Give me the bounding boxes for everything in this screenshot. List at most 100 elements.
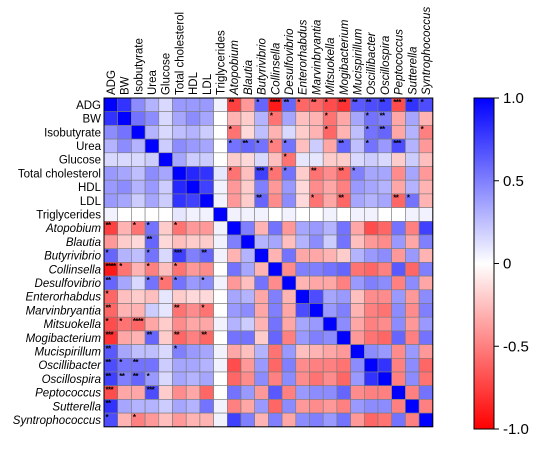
heatmap-cell — [377, 152, 392, 167]
heatmap-cell — [185, 262, 201, 277]
heatmap-cell — [363, 289, 379, 304]
heatmap-cell — [158, 166, 173, 181]
row-label: Glucose — [59, 155, 101, 167]
heatmap-cell — [158, 221, 173, 236]
heatmap-cell — [117, 248, 132, 263]
heatmap-cell — [363, 399, 379, 414]
row-label: Syntrophococcus — [13, 415, 101, 427]
heatmap-cell — [199, 344, 214, 359]
heatmap-cell — [377, 234, 392, 249]
heatmap-cell — [144, 207, 160, 222]
heatmap-cell — [172, 97, 187, 112]
significance-mark: ** — [380, 98, 387, 107]
heatmap-cell — [350, 138, 365, 154]
heatmap-cell — [363, 166, 379, 181]
heatmap-cell — [254, 152, 269, 167]
heatmap-cell — [309, 344, 324, 359]
significance-mark: * — [284, 153, 288, 162]
heatmap-cell — [254, 179, 269, 195]
heatmap-cell — [418, 248, 434, 263]
heatmap-cell — [199, 289, 214, 304]
heatmap-cell — [405, 125, 420, 140]
heatmap-cell — [418, 152, 434, 167]
heatmap-cell — [131, 125, 146, 140]
heatmap-cell — [144, 152, 160, 167]
heatmap-cell — [391, 179, 406, 195]
heatmap-cell — [213, 344, 228, 359]
heatmap-cell — [391, 412, 406, 428]
heatmap-cell — [172, 316, 187, 332]
heatmap-cell — [350, 221, 365, 236]
heatmap-cell — [144, 138, 160, 154]
heatmap-cell — [350, 248, 365, 263]
heatmap-cell — [268, 357, 283, 373]
column-label: HDL — [188, 71, 200, 95]
row-label: Urea — [76, 141, 102, 153]
heatmap-cell — [336, 234, 351, 249]
significance-mark: * — [366, 125, 370, 134]
heatmap-cell — [144, 399, 160, 414]
heatmap-cell — [131, 97, 146, 112]
heatmap-cell — [103, 179, 118, 195]
heatmap-cell — [185, 412, 201, 428]
heatmap-cell — [158, 357, 173, 373]
heatmap-cell — [336, 357, 351, 373]
column-label: Mitsuokella — [325, 37, 337, 95]
heatmap-cell — [213, 234, 228, 249]
heatmap-cell — [377, 303, 392, 318]
heatmap-cell — [117, 275, 132, 291]
row-label: Blautia — [66, 237, 101, 249]
heatmap-cell — [391, 152, 406, 167]
significance-mark: *** — [338, 98, 347, 107]
heatmap-cell — [336, 371, 351, 386]
significance-mark: ** — [380, 125, 387, 134]
heatmap-cell — [405, 371, 420, 386]
heatmap-cell — [117, 193, 132, 208]
significance-mark: ** — [201, 331, 208, 340]
heatmap-cell — [322, 412, 338, 428]
heatmap-cell — [295, 262, 310, 277]
significance-mark: ** — [352, 98, 359, 107]
heatmap-cell — [213, 97, 228, 112]
heatmap-cell — [309, 125, 324, 140]
heatmap-cell — [295, 152, 310, 167]
heatmap-cell — [295, 330, 310, 345]
heatmap-cell — [405, 357, 420, 373]
heatmap-cell — [158, 371, 173, 386]
significance-mark: * — [407, 194, 411, 203]
heatmap-cell — [336, 399, 351, 414]
significance-mark: * — [119, 317, 123, 326]
significance-mark: * — [256, 139, 260, 148]
heatmap-cell — [295, 207, 310, 222]
significance-mark: * — [421, 98, 425, 107]
heatmap-cell — [103, 234, 118, 249]
row-label: Mogibacterium — [26, 333, 102, 345]
heatmap-cell — [131, 262, 146, 277]
column-label: Marvinbryantia — [311, 20, 323, 95]
heatmap-cell — [213, 357, 228, 373]
row-label: Collinsella — [49, 264, 101, 276]
heatmap-cell — [227, 412, 242, 428]
heatmap-cell — [281, 193, 297, 208]
heatmap-cell — [158, 125, 173, 140]
heatmap-cell — [363, 262, 379, 277]
heatmap-cell — [281, 385, 297, 400]
heatmap-cell — [199, 166, 214, 181]
heatmap-cell — [213, 412, 228, 428]
heatmap-cell — [227, 193, 242, 208]
row-label: BW — [82, 114, 101, 126]
heatmap-cell — [185, 303, 201, 318]
significance-mark: * — [147, 276, 151, 285]
heatmap-cell — [309, 303, 324, 318]
heatmap-cell — [185, 125, 201, 140]
heatmap-cell — [405, 111, 420, 126]
heatmap-cell — [377, 221, 392, 236]
heatmap-cell — [268, 385, 283, 400]
heatmap-cell — [158, 316, 173, 332]
heatmap-cell — [309, 289, 324, 304]
heatmap-cell — [131, 399, 146, 414]
heatmap-cell — [405, 289, 420, 304]
heatmap-cell — [268, 234, 283, 249]
heatmap-cell — [268, 371, 283, 386]
heatmap-cell — [350, 399, 365, 414]
